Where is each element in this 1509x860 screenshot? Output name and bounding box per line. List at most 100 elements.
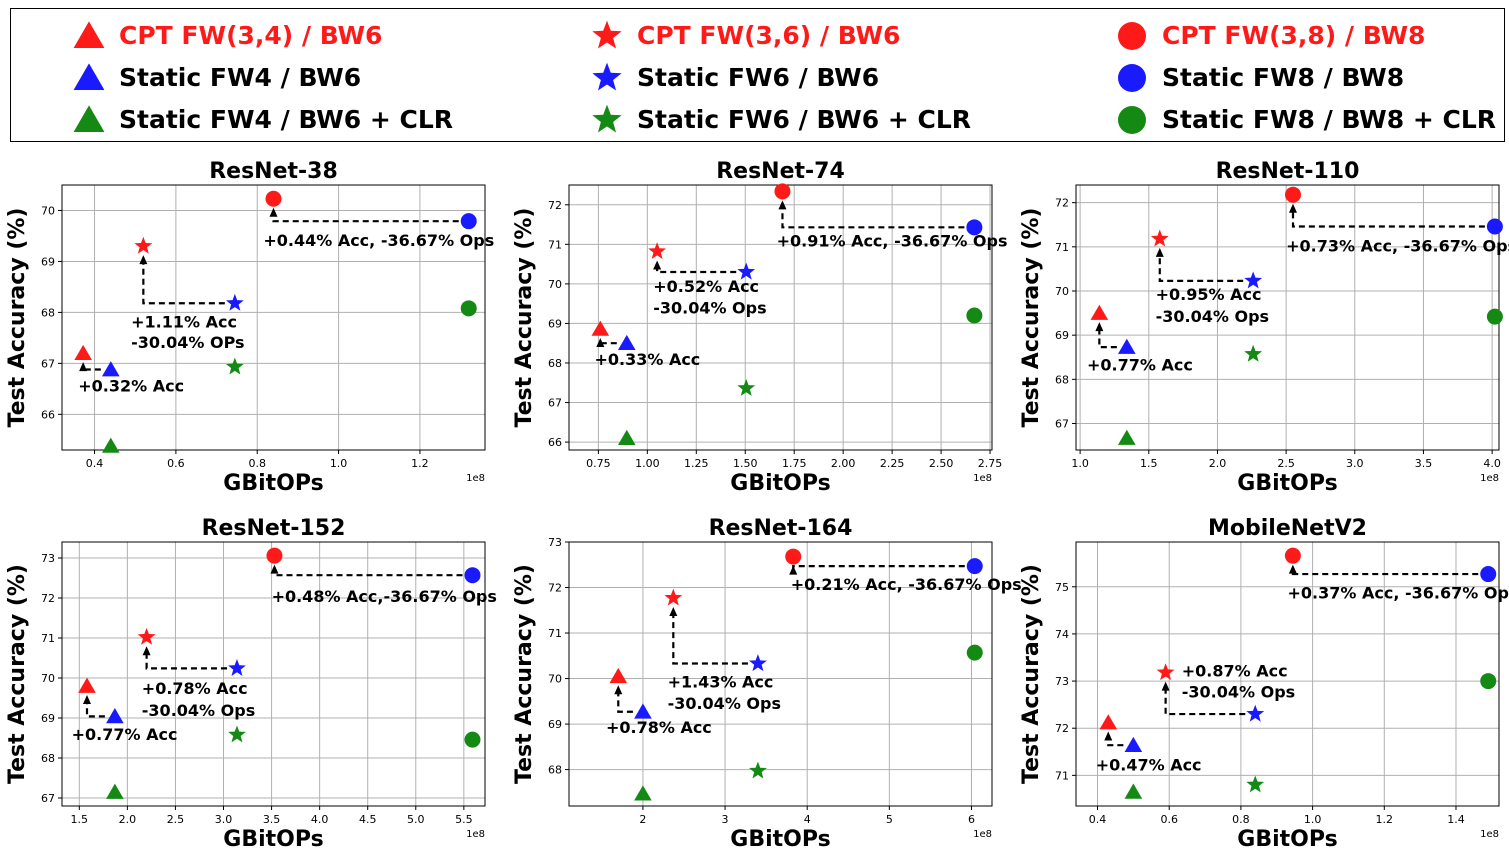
y-tick-label: 67 <box>548 397 562 410</box>
y-tick-label: 69 <box>41 712 55 725</box>
x-scale-label: 1e8 <box>466 473 485 484</box>
static-star-point <box>1246 704 1265 722</box>
y-tick-label: 71 <box>41 632 55 645</box>
y-tick-label: 70 <box>548 673 562 686</box>
legend-label: CPT FW(3,8) / BW8 <box>1162 20 1426 50</box>
legend-marker-star <box>592 104 622 133</box>
x-tick-label: 5 <box>886 813 893 826</box>
chart-mobilenetv2: 0.4 0.6 0.8 1.0 1.2 1.4 71 72 73 74 75 1e8 MobileNet… <box>1019 516 1509 852</box>
static-triangle-point <box>102 361 120 377</box>
x-tick-label: 3 <box>722 813 729 826</box>
x-scale-label: 1e8 <box>1480 829 1499 840</box>
y-tick-label: 67 <box>41 357 55 370</box>
cpt-circle-point <box>774 183 791 200</box>
improvement-connector <box>617 691 633 713</box>
x-tick-label: 2.75 <box>978 457 1003 470</box>
annotation-label: +0.73% Acc, -36.67% Ops <box>1286 236 1509 255</box>
y-tick-label: 71 <box>1055 241 1069 254</box>
y-tick-label: 70 <box>41 204 55 217</box>
cpt-circle-point <box>1284 186 1301 203</box>
improvement-connector <box>599 342 617 345</box>
static-circle-point <box>1480 566 1497 583</box>
arrow-head <box>139 255 148 265</box>
legend-label: Static FW4 / BW6 + CLR <box>119 104 453 134</box>
y-tick-label: 67 <box>1055 418 1069 431</box>
x-tick-label: 4.5 <box>359 813 377 826</box>
improvement-connector <box>142 261 225 305</box>
circle-marker <box>1118 22 1146 50</box>
arrow-head <box>669 606 678 616</box>
arrow-head <box>596 337 605 347</box>
legend-label: Static FW8 / BW8 <box>1162 62 1405 92</box>
improvement-connector <box>1291 570 1479 576</box>
x-tick-label: 0.75 <box>586 457 611 470</box>
legend-marker-triangle <box>73 63 105 90</box>
cpt-star-point <box>137 627 156 645</box>
cpt-star-point <box>1156 663 1175 681</box>
y-tick-label: 70 <box>548 278 562 291</box>
y-tick-label: 68 <box>548 357 562 370</box>
static-triangle-point <box>1118 338 1136 354</box>
y-tick-label: 68 <box>41 306 55 319</box>
x-tick-label: 1.0 <box>1071 457 1089 470</box>
x-tick-label: 5.0 <box>407 813 425 826</box>
x-axis-label: GBitOPs <box>1237 471 1337 496</box>
clr-circle-point <box>1486 308 1503 325</box>
clr-star-point <box>1244 344 1263 362</box>
legend-marker-star <box>592 62 622 91</box>
y-tick-label: 69 <box>548 317 562 330</box>
x-tick-label: 2.5 <box>167 813 185 826</box>
annotation-label: +0.95% Acc <box>1156 285 1262 304</box>
improvement-connector <box>1291 209 1485 228</box>
legend-item: Static FW4 / BW6 <box>73 59 361 95</box>
legend-label: CPT FW(3,6) / BW6 <box>637 20 901 50</box>
static-star-point <box>749 654 767 672</box>
arrow-head <box>79 362 88 372</box>
x-tick-label: 1.4 <box>1447 813 1465 826</box>
chart-resnet-74: 0.75 1.00 1.25 1.50 1.75 2.00 2.25 2.50 2.75 66 67… <box>512 159 1008 496</box>
static-circle-point <box>460 213 477 230</box>
y-axis-label: Test Accuracy (%) <box>512 564 537 784</box>
annotation-label: +0.44% Acc, -36.67% Ops <box>263 231 494 250</box>
x-axis-label: GBitOPs <box>1237 827 1337 852</box>
annotation-label: -30.04% Ops <box>668 694 781 713</box>
x-tick-label: 1.2 <box>1376 813 1394 826</box>
x-tick-label: 1.2 <box>411 457 429 470</box>
legend-marker-circle <box>1118 64 1146 92</box>
x-tick-label: 2.5 <box>1277 457 1295 470</box>
x-tick-label: 4.0 <box>1483 457 1501 470</box>
star-marker <box>592 62 622 91</box>
improvement-connector <box>145 652 227 670</box>
annotation-label: +0.48% Acc,-36.67% Ops <box>272 587 497 606</box>
legend-item: CPT FW(3,4) / BW6 <box>73 17 382 53</box>
legend-label: Static FW8 / BW8 + CLR <box>1162 104 1496 134</box>
improvement-connector <box>272 213 459 223</box>
legend-item: Static FW6 / BW6 + CLR <box>591 101 971 137</box>
clr-star-point <box>225 357 244 375</box>
y-tick-label: 75 <box>1055 581 1069 594</box>
clr-circle-point <box>966 307 983 324</box>
arrow-head <box>1095 322 1104 332</box>
legend-item: Static FW6 / BW6 <box>591 59 879 95</box>
x-axis-label: GBitOPs <box>223 471 323 496</box>
cpt-star-point <box>1150 229 1169 247</box>
annotation-label: +1.43% Acc <box>668 673 774 692</box>
x-tick-label: 0.4 <box>86 457 104 470</box>
arrow-head <box>1288 564 1297 574</box>
plot-frame <box>1075 184 1500 451</box>
y-tick-label: 72 <box>1055 722 1069 735</box>
circle-marker <box>1118 106 1146 134</box>
annotation-label: -30.04% Ops <box>1156 307 1269 326</box>
y-tick-label: 73 <box>1055 675 1069 688</box>
triangle-marker <box>73 105 105 132</box>
clr-triangle-point <box>102 437 120 453</box>
annotation-label: -30.04% Ops <box>142 701 255 720</box>
improvement-connector <box>82 368 101 371</box>
legend-label: Static FW6 / BW6 <box>637 62 880 92</box>
clr-circle-point <box>460 300 477 317</box>
annotation-label: -30.04% Ops <box>653 299 766 318</box>
y-tick-label: 71 <box>548 238 562 251</box>
annotation-label: +0.21% Acc, -36.67% Ops <box>791 575 1022 594</box>
annotation-label: +0.77% Acc <box>72 725 178 744</box>
cpt-circle-point <box>785 548 802 565</box>
